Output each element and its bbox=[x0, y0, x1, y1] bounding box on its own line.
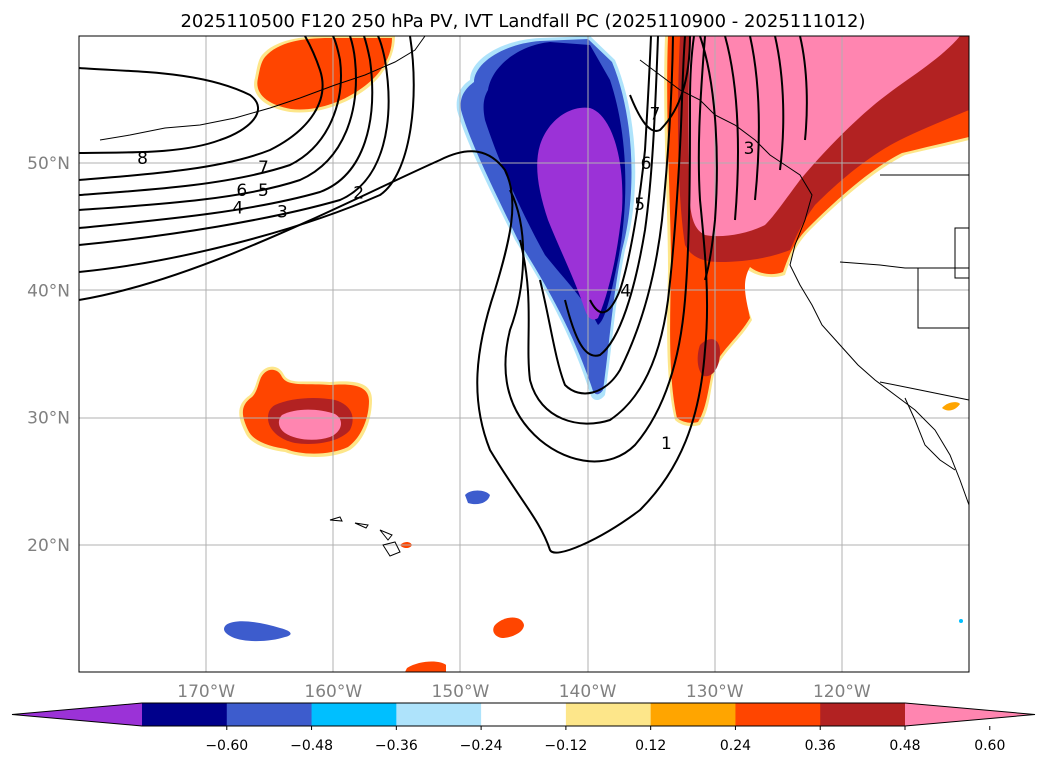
contour-label: 8 bbox=[137, 149, 148, 169]
colorbar-tick-label: −0.12 bbox=[544, 738, 587, 754]
graticule bbox=[79, 36, 969, 672]
pv-contour-7-west bbox=[78, 35, 324, 181]
colorbar-tick-label: −0.36 bbox=[375, 738, 418, 754]
colorbar: −0.60 −0.48 −0.36 −0.24 −0.12 0.12 0.24 0.36 0.4… bbox=[11, 702, 1036, 754]
lat-tick-label: 30°N bbox=[27, 409, 70, 429]
pv-contour-east-3 bbox=[749, 35, 760, 201]
pc-fill-pos-blob-1 bbox=[493, 617, 524, 638]
pc-fill-neg-blob-3 bbox=[959, 619, 963, 623]
pc-fill-neg-060 bbox=[537, 107, 623, 320]
coastline-west-coast bbox=[639, 59, 970, 506]
lon-tick-label: 130°W bbox=[686, 682, 744, 702]
pv-contour-east-1 bbox=[699, 35, 718, 281]
pv-contour-east-5 bbox=[799, 35, 808, 141]
lon-tick-label: 170°W bbox=[177, 682, 235, 702]
pc-fill-pos-blob-4 bbox=[942, 402, 960, 411]
colorbar-tick-label: −0.48 bbox=[290, 738, 333, 754]
pv-contour-3-west bbox=[78, 35, 390, 246]
colorbar-segment bbox=[735, 703, 821, 726]
pv-contour-3-trough bbox=[519, 35, 686, 425]
map-frame bbox=[78, 35, 970, 673]
colorbar-segment bbox=[142, 703, 228, 726]
contour-label: 6 bbox=[236, 181, 247, 201]
border-us-states-2 bbox=[917, 268, 969, 329]
pv-contours bbox=[78, 35, 808, 554]
contour-label: 3 bbox=[744, 139, 755, 159]
pv-contour-8 bbox=[78, 67, 260, 154]
pv-contour-east-4 bbox=[774, 35, 785, 171]
pc-fill-pos-blob-2 bbox=[405, 661, 446, 672]
pv-contour-4-trough bbox=[539, 35, 674, 395]
lat-tick-label: 50°N bbox=[27, 154, 70, 174]
colorbar-tick-label: −0.24 bbox=[460, 738, 503, 754]
pv-contour-2-trough bbox=[504, 35, 695, 463]
lon-tick-label: 120°W bbox=[813, 682, 871, 702]
pc-fill-pos-036-alaska bbox=[257, 38, 392, 110]
contour-label: 4 bbox=[233, 199, 244, 219]
coastline-baja bbox=[904, 397, 956, 471]
colorbar-tick-label: 0.24 bbox=[720, 738, 751, 754]
colorbar-segment bbox=[311, 703, 397, 726]
pv-contour-5-trough bbox=[564, 35, 659, 357]
lat-tick-label: 40°N bbox=[27, 281, 70, 301]
colorbar-segment bbox=[226, 703, 313, 726]
contour-label: 5 bbox=[634, 195, 645, 215]
contour-label: 7 bbox=[650, 105, 661, 125]
contour-label: 5 bbox=[258, 181, 269, 201]
colorbar-outline bbox=[11, 702, 1036, 727]
colorbar-tick-label: 0.48 bbox=[889, 738, 920, 754]
contour-label: 2 bbox=[353, 183, 364, 203]
colorbar-segment bbox=[820, 703, 906, 726]
lat-tick-label: 20°N bbox=[27, 536, 70, 556]
coastline-hawaii bbox=[329, 516, 401, 557]
colorbar-segment bbox=[481, 703, 567, 726]
latitude-axis: 20°N 30°N 40°N 50°N bbox=[27, 154, 70, 556]
colorbar-extend-low bbox=[12, 703, 142, 726]
negative-pc-region-north-pacific bbox=[456, 36, 636, 401]
positive-pc-region-subtropics bbox=[239, 366, 960, 672]
lon-tick-label: 160°W bbox=[304, 682, 362, 702]
pv-contour-7-ridge bbox=[629, 35, 691, 132]
pv-contour-5-west bbox=[78, 35, 357, 211]
chart-title: 2025110500 F120 250 hPa PV, IVT Landfall… bbox=[180, 11, 865, 32]
colorbar-extend-high bbox=[905, 703, 1035, 726]
contour-label: 6 bbox=[641, 154, 652, 174]
colorbar-tick-label: 0.60 bbox=[974, 738, 1005, 754]
coastline-aleutians-alaska bbox=[99, 35, 426, 141]
pv-contour-2-west bbox=[78, 35, 415, 273]
pc-fill-neg-blob-1 bbox=[465, 490, 490, 505]
colorbar-segment bbox=[650, 703, 736, 726]
contour-label: 4 bbox=[620, 281, 631, 301]
coastlines bbox=[99, 35, 970, 557]
colorbar-segment bbox=[565, 703, 652, 726]
pv-contour-4-west bbox=[78, 35, 374, 229]
pv-contour-east-2 bbox=[724, 35, 739, 221]
border-us-mexico bbox=[879, 381, 970, 401]
contour-label: 3 bbox=[277, 203, 288, 223]
pc-fill-neg-blob-2 bbox=[224, 621, 291, 642]
pv-contour-6-trough bbox=[589, 35, 652, 314]
pc-fill-pos-060-subtropics bbox=[278, 409, 342, 440]
contour-label: 7 bbox=[258, 158, 269, 178]
lon-tick-label: 140°W bbox=[559, 682, 617, 702]
pv-contour-6-west bbox=[78, 35, 342, 196]
negative-pc-small-blobs bbox=[224, 490, 963, 642]
colorbar-segment bbox=[396, 703, 482, 726]
lon-tick-label: 150°W bbox=[432, 682, 490, 702]
longitude-axis: 170°W 160°W 150°W 140°W 130°W 120°W bbox=[177, 682, 871, 702]
contour-label: 1 bbox=[661, 434, 672, 454]
colorbar-tick-label: 0.12 bbox=[635, 738, 666, 754]
positive-pc-region-alaska bbox=[254, 36, 395, 113]
colorbar-tick-label: 0.36 bbox=[805, 738, 836, 754]
colorbar-tick-label: −0.60 bbox=[205, 738, 248, 754]
